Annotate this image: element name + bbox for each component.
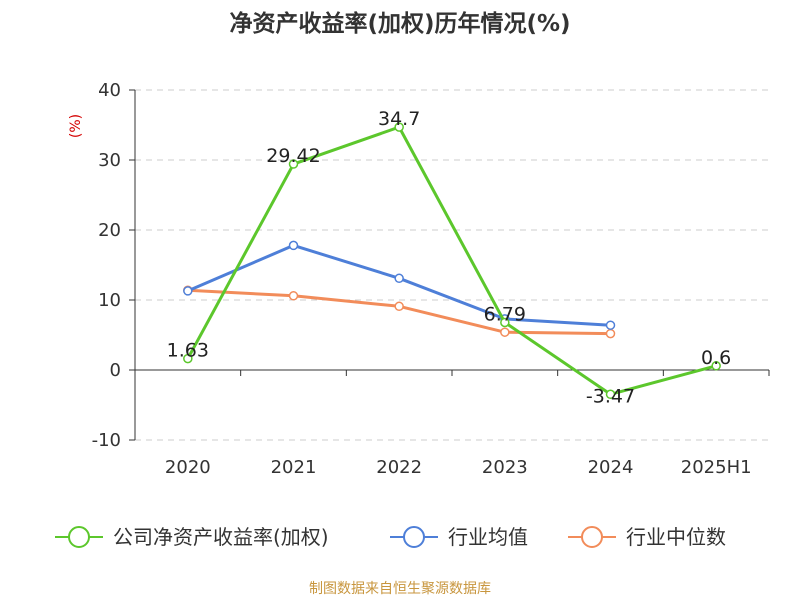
data-label: 0.6 bbox=[701, 347, 731, 369]
series-line-0 bbox=[186, 125, 717, 396]
legend-marker-0 bbox=[68, 526, 90, 548]
data-label: 29.42 bbox=[266, 145, 320, 167]
data-point bbox=[288, 159, 299, 169]
data-label: 1.63 bbox=[167, 340, 209, 362]
legend-marker-1 bbox=[403, 526, 425, 548]
x-tick-label: 2024 bbox=[588, 457, 634, 478]
data-point bbox=[605, 389, 616, 400]
x-tick-label: 2020 bbox=[165, 457, 211, 478]
y-tick-label: 0 bbox=[110, 360, 121, 381]
data-point bbox=[605, 328, 616, 339]
data-point bbox=[394, 273, 404, 284]
data-label: 34.7 bbox=[378, 108, 420, 130]
y-axis-unit-label: (%) bbox=[68, 114, 84, 138]
data-point bbox=[605, 320, 616, 330]
data-point bbox=[288, 240, 299, 251]
data-point bbox=[500, 317, 510, 328]
y-tick-label: 10 bbox=[98, 290, 121, 311]
data-source-note: 制图数据来自恒生聚源数据库 bbox=[309, 581, 491, 597]
series-line-2 bbox=[187, 288, 611, 336]
legend-marker-2 bbox=[581, 526, 603, 548]
y-tick-label: 30 bbox=[98, 150, 121, 171]
data-point bbox=[288, 291, 299, 301]
series-line-1 bbox=[187, 243, 611, 327]
x-tick-label: 2021 bbox=[271, 457, 317, 478]
data-point bbox=[394, 301, 404, 312]
y-tick-label: -10 bbox=[92, 430, 121, 451]
x-tick-label: 2022 bbox=[376, 457, 422, 478]
chart-title: 净资产收益率(加权)历年情况(%) bbox=[229, 11, 571, 37]
data-point bbox=[500, 327, 510, 337]
data-label: -3.47 bbox=[586, 385, 635, 407]
legend-label-2: 行业中位数 bbox=[626, 525, 726, 549]
y-tick-label: 20 bbox=[98, 220, 121, 241]
data-point bbox=[711, 361, 721, 371]
legend-label-0: 公司净资产收益率(加权) bbox=[113, 525, 329, 549]
data-point bbox=[183, 286, 193, 296]
legend-label-1: 行业均值 bbox=[448, 525, 528, 549]
data-point bbox=[183, 353, 193, 364]
x-tick-label: 2023 bbox=[482, 457, 528, 478]
data-label: 6.79 bbox=[484, 303, 526, 325]
x-tick-label: 2025H1 bbox=[681, 457, 752, 478]
data-point bbox=[394, 122, 404, 132]
y-tick-label: 40 bbox=[98, 80, 121, 101]
